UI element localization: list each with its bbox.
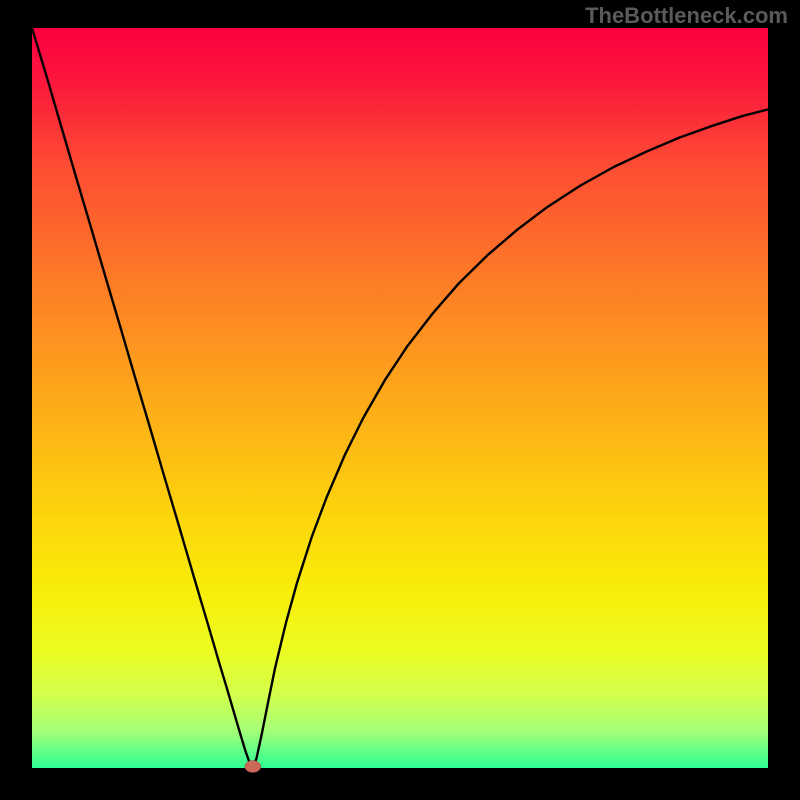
chart-svg bbox=[0, 0, 800, 800]
chart-container: TheBottleneck.com bbox=[0, 0, 800, 800]
min-point-marker bbox=[245, 761, 261, 773]
